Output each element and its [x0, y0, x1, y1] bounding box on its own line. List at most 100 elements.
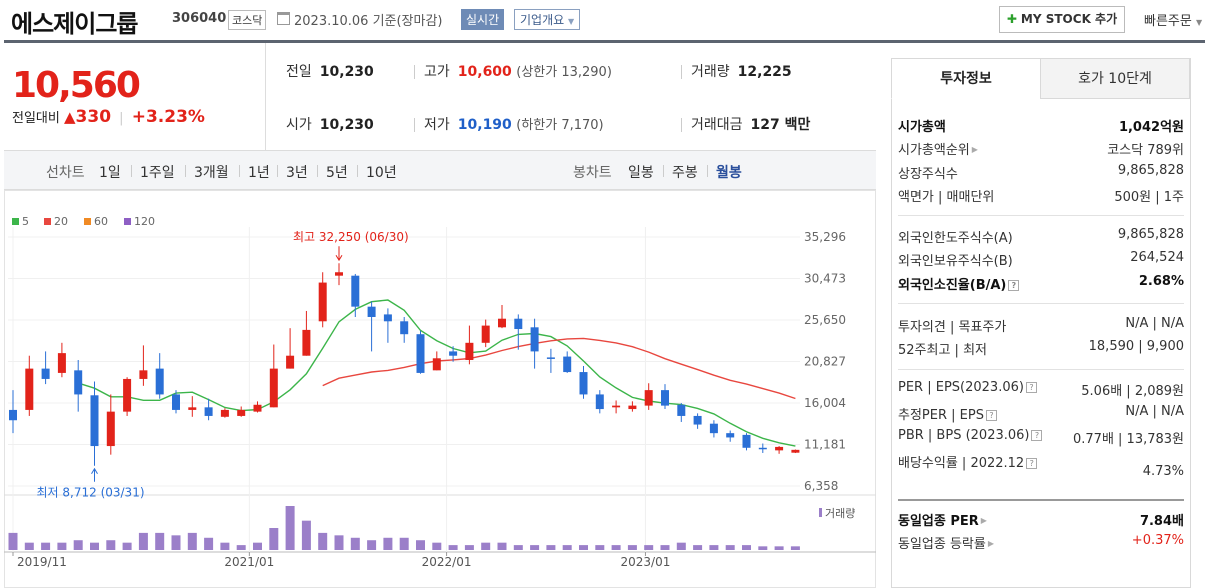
- volume-bar: [24, 542, 34, 550]
- candle-body: [416, 334, 425, 373]
- info-key-text: 동일업종 PER: [898, 514, 979, 529]
- volume-bar: [269, 528, 279, 550]
- period-1w[interactable]: 1주일: [140, 165, 175, 181]
- volume-bar: [301, 520, 311, 550]
- help-icon[interactable]: ?: [1031, 430, 1043, 441]
- chevron-right-icon[interactable]: ▶: [987, 539, 995, 548]
- chevron-right-icon[interactable]: ▶: [980, 516, 987, 525]
- stat-label: 전일: [286, 64, 312, 80]
- info-row: PBR | BPS (2023.06)? 0.77배 | 13,783원: [898, 428, 1184, 450]
- info-key-text: 외국인보유주식수(B): [898, 254, 1013, 269]
- period-1d[interactable]: 1일: [99, 165, 121, 181]
- legend-label: 20: [54, 215, 68, 228]
- volume-bar: [318, 532, 328, 550]
- period-1y[interactable]: 1년: [248, 165, 270, 181]
- stat-value: 10,230: [319, 117, 374, 133]
- volume-bar: [285, 506, 295, 550]
- stat-separator: [681, 118, 682, 132]
- candle-body: [90, 395, 99, 447]
- market-badge: 코스닥: [228, 10, 267, 30]
- info-key: 투자의견 | 목표주가: [898, 316, 1006, 335]
- volume-bar: [106, 540, 116, 550]
- info-key-text: 시가총액: [898, 120, 946, 135]
- volume-bar: [562, 545, 572, 550]
- period-10y[interactable]: 10년: [366, 165, 397, 181]
- x-tick-label: 2022/01: [422, 555, 472, 569]
- volume-bar: [481, 542, 491, 550]
- info-key: 액면가 | 매매단위: [898, 186, 994, 205]
- candle-body: [563, 356, 572, 373]
- help-icon[interactable]: ?: [1025, 382, 1037, 393]
- stat-low: 저가 10,190 (하한가 7,170): [424, 114, 604, 134]
- current-price: 10,560: [12, 65, 141, 106]
- info-value: N/A | N/A: [1125, 404, 1184, 419]
- info-row: 액면가 | 매매단위 500원 | 1주: [898, 186, 1184, 208]
- candle-weekly[interactable]: 주봉: [672, 165, 698, 181]
- upper-limit: (상한가 13,290): [516, 65, 612, 80]
- y-tick-label: 11,181: [804, 438, 846, 452]
- candlestick-chart[interactable]: 35,296 30,473 25,650 20,827 16,004 11,181 6,35…: [4, 190, 876, 588]
- period-3y[interactable]: 3년: [286, 165, 308, 181]
- volume-bar: [579, 545, 588, 550]
- ma20-line: [322, 337, 796, 400]
- corp-info-dropdown[interactable]: 기업개요 ▼: [514, 9, 581, 30]
- stat-label: 시가: [286, 117, 312, 133]
- tab-order-book[interactable]: 호가 10단계: [1040, 58, 1190, 99]
- help-icon[interactable]: ?: [1026, 458, 1038, 469]
- volume-bar: [383, 537, 393, 550]
- my-stock-add-button[interactable]: ✚ MY STOCK 추가: [999, 6, 1125, 33]
- legend-label: 120: [134, 215, 155, 228]
- tab-investment-info[interactable]: 투자정보: [891, 58, 1041, 99]
- help-icon[interactable]: ?: [985, 410, 997, 421]
- help-icon[interactable]: ?: [1008, 280, 1020, 291]
- volume-bar: [171, 535, 181, 550]
- volume-bar: [73, 540, 83, 550]
- candle-body: [25, 368, 34, 410]
- candle-body: [383, 314, 392, 322]
- volume-bar: [399, 537, 409, 550]
- legend-label: 5: [22, 215, 29, 228]
- candle-body: [286, 355, 295, 369]
- candle-daily[interactable]: 일봉: [628, 165, 654, 181]
- candle-body: [432, 358, 441, 371]
- stock-chart[interactable]: 35,296 30,473 25,650 20,827 16,004 11,181 6,35…: [4, 190, 876, 588]
- info-row: 시가총액 1,042억원: [898, 116, 1184, 138]
- period-5y[interactable]: 5년: [326, 165, 348, 181]
- info-row: 시가총액순위 ▶ 코스닥 789위: [898, 139, 1184, 161]
- candle-body: [41, 368, 50, 379]
- candle-body: [400, 321, 409, 335]
- quick-order-button[interactable]: 빠른주문 ▼: [1144, 10, 1202, 29]
- legend-swatch: [12, 218, 19, 225]
- volume-bar: [644, 545, 654, 550]
- info-value: +0.37%: [1131, 533, 1184, 548]
- candle-body: [644, 390, 653, 406]
- volume-bar: [8, 532, 18, 550]
- stat-label: 거래량: [691, 64, 730, 80]
- volume-bar: [155, 532, 165, 550]
- info-row: 외국인소진율(B/A)? 2.68%: [898, 274, 1184, 296]
- y-tick-label: 20,827: [804, 355, 846, 369]
- period-3m[interactable]: 3개월: [194, 165, 229, 181]
- candle-body: [612, 405, 621, 408]
- volume-bar: [334, 535, 344, 550]
- period-separator: [185, 165, 186, 177]
- chevron-down-icon: ▼: [568, 17, 575, 26]
- candle-body: [661, 390, 669, 406]
- candle-monthly[interactable]: 월봉: [716, 165, 742, 181]
- candle-body: [367, 306, 376, 317]
- info-value: 5.06배 | 2,089원: [1081, 384, 1184, 399]
- volume-bar: [367, 540, 377, 550]
- x-tick-label: 2019/11: [17, 555, 67, 569]
- up-arrow-icon: ▲: [63, 108, 76, 126]
- legend-swatch: [44, 218, 51, 225]
- realtime-button[interactable]: 실시간: [461, 9, 505, 30]
- candle-body: [742, 434, 751, 448]
- chevron-right-icon[interactable]: ▶: [971, 145, 978, 154]
- info-key-text: PBR | BPS (2023.06): [898, 428, 1030, 443]
- volume-bar: [122, 542, 132, 550]
- info-key: 배당수익률 | 2022.12?: [898, 452, 1038, 471]
- candle-body: [546, 357, 555, 359]
- candle-body: [302, 329, 311, 356]
- volume-bar: [530, 545, 540, 550]
- line-chart-label: 선차트: [46, 165, 85, 181]
